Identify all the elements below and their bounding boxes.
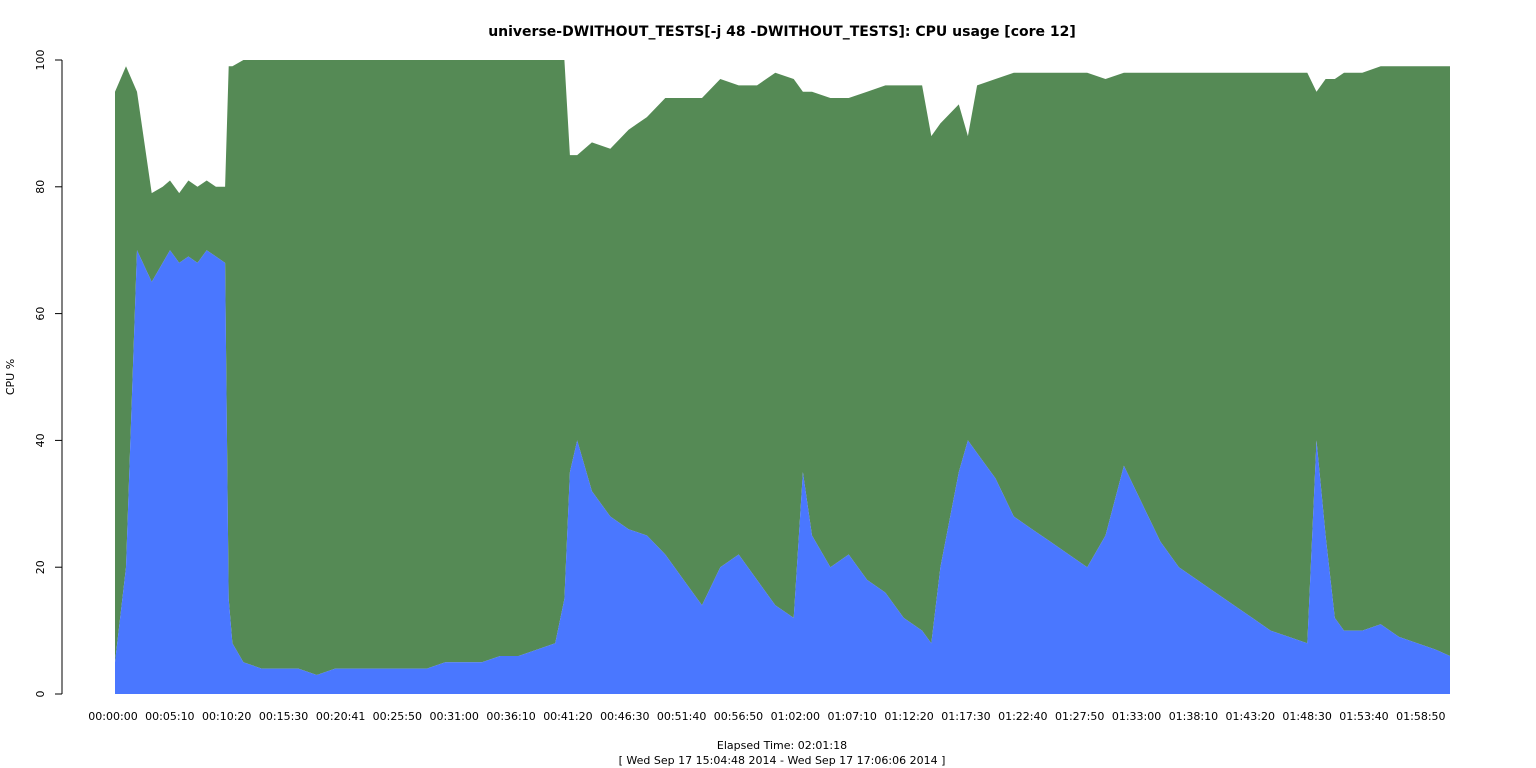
y-tick-label: 20 xyxy=(34,560,47,574)
plot-area xyxy=(115,60,1450,694)
x-axis: 00:00:00 00:05:10 00:10:20 00:15:30 00:20:41… xyxy=(88,710,1445,723)
x-tick-label: 00:31:00 xyxy=(429,710,478,723)
x-tick-label: 01:58:50 xyxy=(1396,710,1445,723)
x-tick-label: 00:41:20 xyxy=(543,710,592,723)
x-tick-label: 00:20:41 xyxy=(316,710,365,723)
x-tick-label: 01:17:30 xyxy=(941,710,990,723)
x-tick-label: 01:48:30 xyxy=(1282,710,1331,723)
x-tick-label: 00:05:10 xyxy=(145,710,194,723)
x-tick-label: 00:25:50 xyxy=(373,710,422,723)
y-axis-label: CPU % xyxy=(4,359,17,395)
y-tick-label: 80 xyxy=(34,180,47,194)
y-axis: 0 20 40 60 80 100 xyxy=(34,50,63,698)
x-tick-label: 00:46:30 xyxy=(600,710,649,723)
x-tick-label: 00:51:40 xyxy=(657,710,706,723)
x-axis-label: Elapsed Time: 02:01:18 xyxy=(717,739,847,752)
x-tick-label: 01:22:40 xyxy=(998,710,1047,723)
x-tick-label: 01:33:00 xyxy=(1112,710,1161,723)
x-tick-label: 00:56:50 xyxy=(714,710,763,723)
x-tick-label: 01:12:20 xyxy=(884,710,933,723)
x-tick-label: 01:07:10 xyxy=(828,710,877,723)
series-area-1 xyxy=(115,60,1450,675)
x-tick-label: 01:38:10 xyxy=(1169,710,1218,723)
x-tick-label: 01:02:00 xyxy=(771,710,820,723)
x-tick-label: 01:53:40 xyxy=(1339,710,1388,723)
x-tick-label: 00:00:00 xyxy=(88,710,137,723)
series-area-0 xyxy=(115,250,1450,694)
x-tick-label: 01:27:50 xyxy=(1055,710,1104,723)
chart-title: universe-DWITHOUT_TESTS[-j 48 -DWITHOUT_… xyxy=(488,24,1076,40)
x-tick-label: 01:43:20 xyxy=(1226,710,1275,723)
y-tick-label: 60 xyxy=(34,307,47,321)
y-tick-label: 100 xyxy=(34,50,47,71)
y-tick-label: 0 xyxy=(34,691,47,698)
time-range-subtitle: [ Wed Sep 17 15:04:48 2014 - Wed Sep 17 … xyxy=(619,754,946,767)
x-tick-label: 00:10:20 xyxy=(202,710,251,723)
y-tick-label: 40 xyxy=(34,433,47,447)
x-tick-label: 00:36:10 xyxy=(486,710,535,723)
x-tick-label: 00:15:30 xyxy=(259,710,308,723)
